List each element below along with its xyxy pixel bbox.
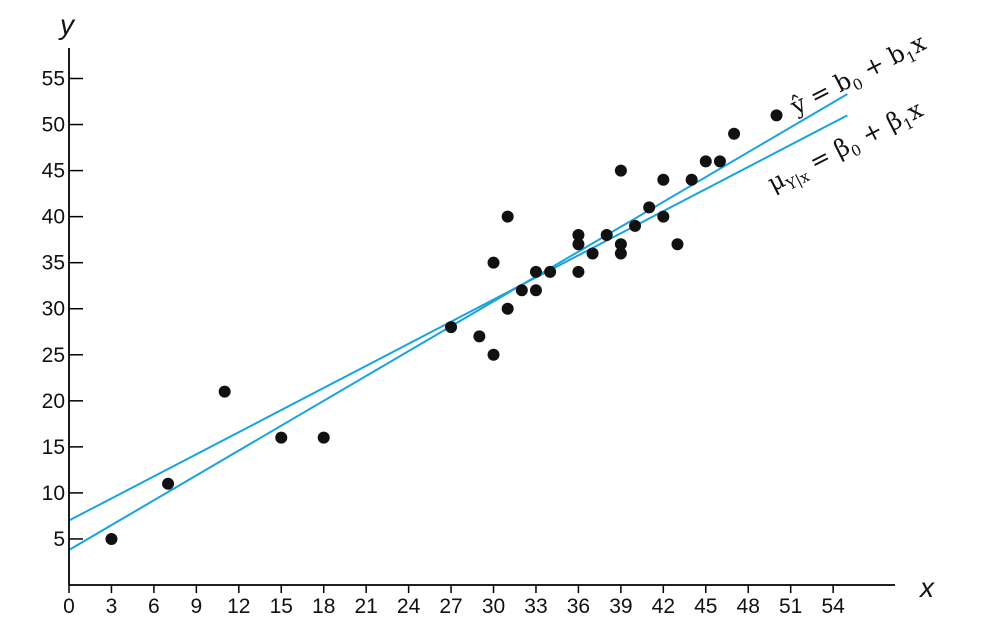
data-point	[657, 173, 670, 186]
y-tick-label: 20	[42, 390, 65, 413]
axes	[68, 48, 895, 586]
y-tick-label: 55	[42, 68, 65, 91]
y-axis-title: y	[58, 9, 76, 40]
x-axis-title: x	[918, 572, 935, 603]
data-points	[105, 109, 783, 545]
y-tick-label: 10	[42, 482, 65, 505]
x-tick-label: 6	[148, 595, 160, 618]
x-tick-label: 12	[227, 595, 250, 618]
x-tick-label: 15	[270, 595, 293, 618]
data-point	[629, 219, 642, 232]
data-point	[487, 348, 500, 361]
data-point	[473, 330, 486, 343]
data-point	[572, 238, 585, 251]
x-tick-label: 36	[567, 595, 590, 618]
y-tick-label: 50	[42, 114, 65, 137]
y-axis-ticks: 5 10 15 20 25 30 35 40 45 50 55	[42, 68, 83, 551]
true-line-label: μY|x = β0 + β1x	[763, 95, 930, 201]
x-tick-label: 42	[652, 595, 675, 618]
data-point	[487, 256, 500, 269]
x-tick-label: 21	[354, 595, 377, 618]
y-tick-label: 15	[42, 436, 65, 459]
x-tick-label: 0	[63, 595, 75, 618]
data-point	[600, 229, 613, 242]
data-point	[105, 532, 118, 545]
data-point	[699, 155, 712, 168]
x-tick-label: 27	[439, 595, 462, 618]
data-point	[445, 321, 458, 334]
y-tick-label: 40	[42, 206, 65, 229]
data-point	[529, 265, 542, 278]
x-tick-label: 18	[312, 595, 335, 618]
data-point	[572, 229, 585, 242]
data-point	[529, 284, 542, 297]
data-point	[572, 265, 585, 278]
data-point	[614, 164, 627, 177]
x-axis-ticks: 0 3 6 9 12 15 18 21 24 27 30 33 36 39 42 45 48 51 54	[63, 585, 845, 618]
fitted-regression-line	[68, 93, 848, 551]
data-point	[685, 173, 698, 186]
true-line-eq1: = β	[798, 132, 855, 179]
data-point	[657, 210, 670, 223]
y-tick-label: 5	[53, 528, 65, 551]
regression-lines	[68, 93, 848, 551]
y-tick-label: 25	[42, 344, 65, 367]
data-point	[770, 109, 783, 122]
x-tick-label: 3	[106, 595, 118, 618]
data-point	[713, 155, 726, 168]
x-tick-label: 24	[397, 595, 421, 618]
data-point	[162, 477, 175, 490]
data-point	[218, 385, 231, 398]
data-point	[317, 431, 330, 444]
fitted-line-eq2: + b	[852, 39, 910, 87]
x-tick-label: 45	[694, 595, 717, 618]
data-point	[671, 238, 684, 251]
data-point	[501, 210, 514, 223]
y-tick-label: 30	[42, 298, 65, 321]
data-point	[614, 247, 627, 260]
x-tick-label: 54	[821, 595, 845, 618]
data-point	[275, 431, 288, 444]
true-line-eq2: + β	[850, 106, 907, 153]
data-point	[586, 247, 599, 260]
x-tick-label: 9	[191, 595, 203, 618]
data-point	[544, 265, 557, 278]
data-point	[643, 201, 656, 214]
x-tick-label: 33	[524, 595, 547, 618]
true-regression-line	[68, 114, 848, 522]
x-tick-label: 30	[482, 595, 505, 618]
x-tick-label: 51	[779, 595, 802, 618]
y-tick-label: 45	[42, 160, 65, 183]
x-tick-label: 48	[737, 595, 760, 618]
data-point	[728, 127, 741, 140]
x-tick-label: 39	[609, 595, 632, 618]
data-point	[614, 238, 627, 251]
data-point	[515, 284, 528, 297]
data-point	[501, 302, 514, 315]
y-tick-label: 35	[42, 252, 65, 275]
